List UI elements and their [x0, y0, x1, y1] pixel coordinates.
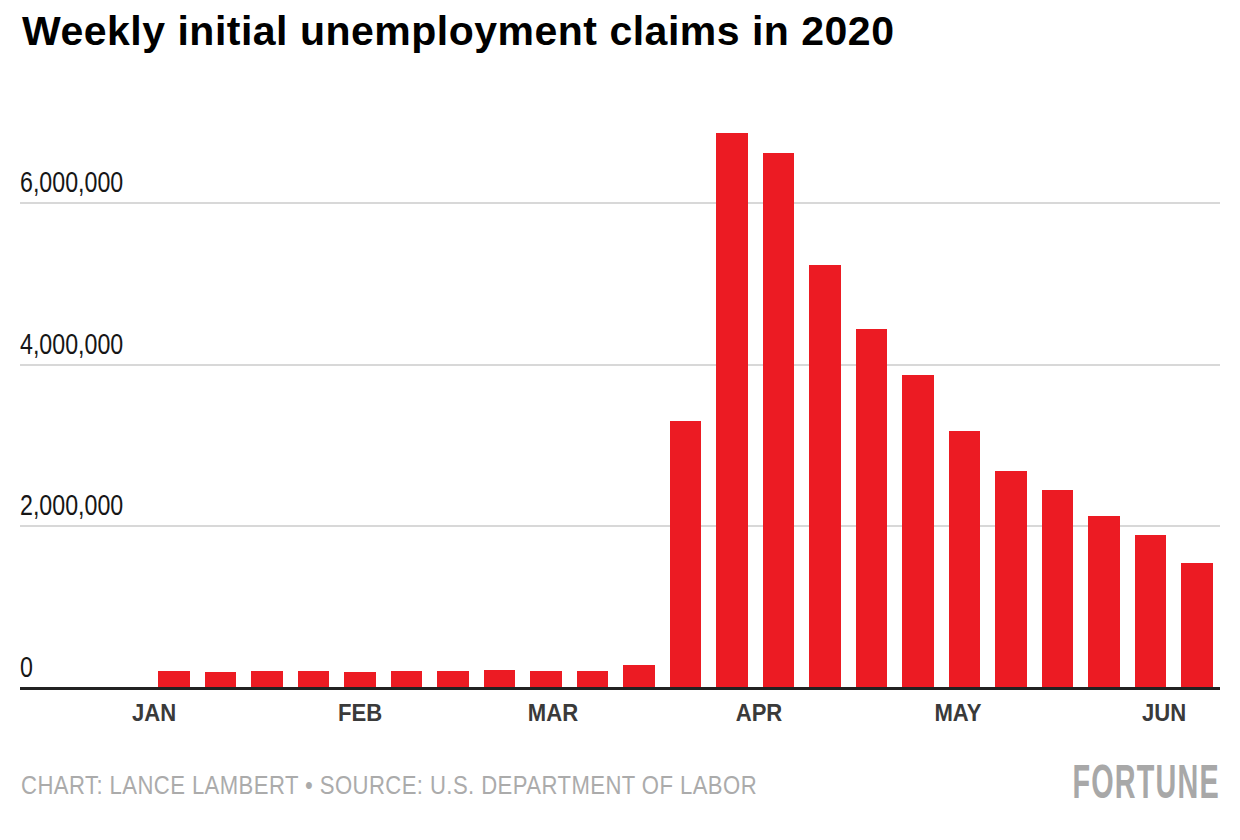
bar: [716, 133, 748, 688]
y-gridline: [20, 202, 1220, 204]
bar: [530, 671, 562, 689]
bar: [205, 672, 237, 689]
fortune-logo: FORTUNE: [1072, 760, 1220, 804]
x-axis-month-label: APR: [735, 701, 782, 725]
y-axis-tick-label: 6,000,000: [20, 170, 123, 194]
bar: [391, 671, 423, 688]
bar: [623, 665, 655, 688]
bar: [1088, 516, 1120, 688]
x-axis-line: [20, 687, 1220, 690]
chart-screenshot: Weekly initial unemployment claims in 20…: [0, 0, 1240, 840]
credit-line: CHART: LANCE LAMBERT • SOURCE: U.S. DEPA…: [21, 771, 757, 799]
bar: [1042, 490, 1074, 688]
bar: [949, 431, 981, 688]
bar: [1181, 563, 1213, 688]
y-gridline: [20, 364, 1220, 366]
y-axis-tick-label: 0: [20, 655, 33, 679]
x-axis-month-label: MAY: [934, 701, 981, 725]
bar: [763, 153, 795, 688]
y-axis-tick-label: 4,000,000: [20, 332, 123, 356]
x-axis-month-label: MAR: [527, 701, 577, 725]
bar: [995, 471, 1027, 688]
bar: [437, 671, 469, 688]
x-axis-month-label: JUN: [1141, 701, 1185, 725]
bar: [484, 670, 516, 688]
bar: [577, 671, 609, 688]
bar: [158, 671, 190, 688]
bar: [856, 329, 888, 688]
bar: [298, 671, 330, 689]
bar: [670, 421, 702, 688]
bar: [1135, 535, 1167, 688]
x-axis-month-label: FEB: [338, 701, 382, 725]
y-axis-tick-label: 2,000,000: [20, 493, 123, 517]
plot-area: 0 2,000,000 4,000,000 6,000,000 JAN FEB MAR APR…: [0, 0, 1240, 840]
y-gridline: [20, 525, 1220, 527]
bar: [251, 671, 283, 688]
x-axis-month-label: JAN: [132, 701, 176, 725]
bar: [902, 375, 934, 688]
bar: [809, 265, 841, 688]
bar: [344, 672, 376, 688]
